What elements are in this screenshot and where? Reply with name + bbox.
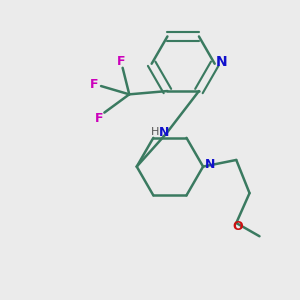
Text: F: F (89, 78, 98, 91)
Text: F: F (117, 55, 125, 68)
Text: N: N (216, 55, 228, 69)
Text: N: N (205, 158, 216, 171)
Text: N: N (159, 126, 169, 139)
Text: O: O (232, 220, 243, 233)
Text: F: F (95, 112, 104, 125)
Text: H: H (151, 127, 159, 136)
